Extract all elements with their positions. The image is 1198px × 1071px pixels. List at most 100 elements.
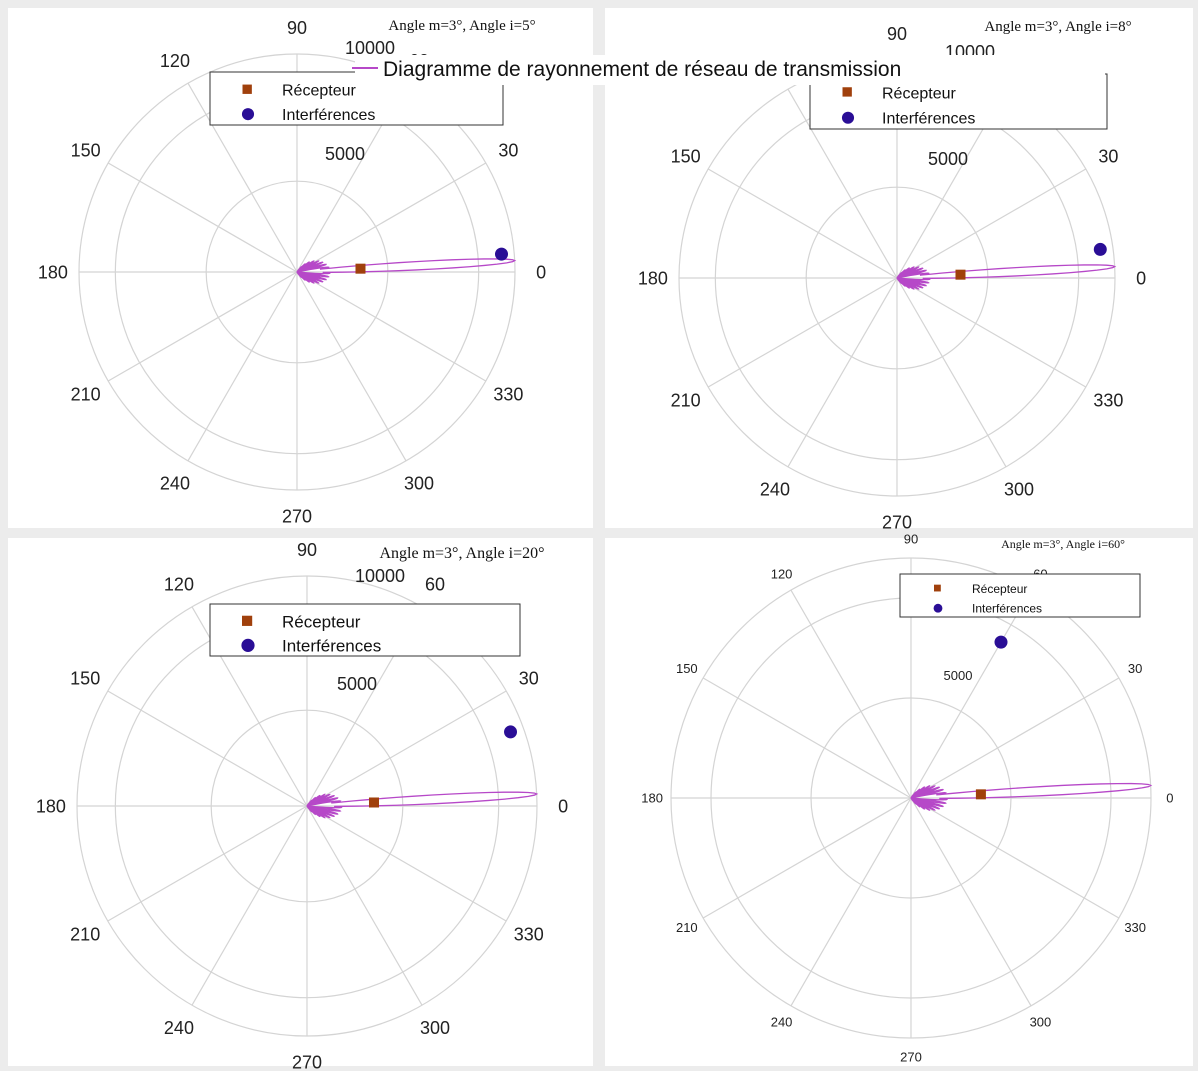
legend[interactable]: Récepteur Interférences (899, 573, 1141, 618)
chart-title: Angle m=3°, Angle i=60° (1001, 537, 1125, 551)
angle-tick-label: 150 (671, 146, 701, 166)
angular-gridline (296, 271, 487, 382)
angle-tick-label: 30 (1098, 146, 1118, 166)
angular-gridline (910, 677, 1120, 799)
angle-tick-label: 120 (160, 51, 190, 71)
angular-gridline (707, 168, 898, 279)
interference-marker (495, 247, 509, 261)
radial-tick-label: 5000 (928, 149, 968, 169)
legend-label: Interférences (882, 110, 975, 127)
legend-interference-icon (241, 108, 255, 121)
legend-label: Récepteur (882, 85, 956, 102)
angle-tick-label: 330 (1093, 390, 1123, 410)
angular-gridline (107, 162, 298, 273)
angle-tick-label: 300 (404, 474, 434, 494)
angle-tick-label: 210 (676, 920, 698, 935)
polar-chart-2: Angle m=3°, Angle i=8° 03060901201501802… (638, 19, 1146, 532)
angular-gridline (790, 797, 912, 1007)
legend-receiver-icon (242, 84, 252, 94)
radial-tick-label: 10000 (355, 566, 405, 586)
angular-gridline (896, 168, 1087, 279)
angular-gridline (702, 797, 912, 919)
angle-tick-label: 30 (1128, 661, 1142, 676)
angular-gridline (107, 805, 308, 922)
receiver-marker (368, 797, 379, 808)
angle-tick-label: 330 (493, 384, 523, 404)
radial-tick-label: 10000 (345, 38, 395, 58)
radial-tick-label: 5000 (944, 668, 973, 683)
receiver-marker (955, 269, 966, 280)
angular-gridline (187, 82, 298, 273)
pattern-legend[interactable]: Diagramme de rayonnement de réseau de tr… (352, 55, 1105, 85)
radiation-pattern (910, 782, 1153, 812)
pattern-curve (896, 264, 1117, 290)
legend-label: Interférences (282, 107, 375, 124)
angle-tick-label: 30 (519, 668, 539, 688)
legend-label: Interférences (972, 601, 1042, 615)
polar-chart-1: Angle m=3°, Angle i=5° 03060901201501802… (38, 18, 546, 526)
angle-tick-label: 120 (771, 566, 793, 581)
angular-gridline (191, 805, 308, 1006)
angle-tick-label: 180 (641, 791, 663, 806)
pattern-legend-label: Diagramme de rayonnement de réseau de tr… (383, 58, 901, 81)
pattern-legend-box (355, 55, 1105, 85)
angular-gridline (910, 797, 1120, 919)
angle-tick-label: 90 (904, 532, 918, 547)
angle-tick-label: 240 (160, 474, 190, 494)
markers (368, 725, 518, 808)
interference-marker (994, 635, 1008, 649)
angular-gridline (910, 589, 1032, 799)
legend-box (209, 603, 521, 657)
polar-chart-3: Angle m=3°, Angle i=20° 0 30 60 90 120 150 180… (36, 540, 568, 1071)
angle-tick-label: 270 (282, 506, 312, 526)
angle-tick-label: 330 (514, 924, 544, 944)
legend-receiver-icon (842, 87, 852, 97)
angular-gridline (790, 589, 912, 799)
radiation-pattern (896, 264, 1117, 290)
angle-tick-label: 150 (71, 140, 101, 160)
radiation-pattern (306, 791, 539, 819)
angular-gridline (896, 277, 1007, 468)
angle-tick-label: 300 (420, 1018, 450, 1038)
angle-tick-label: 0 (1136, 268, 1146, 288)
angular-gridline (787, 88, 898, 279)
pattern-curve (296, 258, 517, 284)
angle-tick-label: 270 (900, 1049, 922, 1064)
chart-title: Angle m=3°, Angle i=20° (379, 545, 544, 562)
angle-tick-label: 210 (70, 924, 100, 944)
angle-tick-label: 240 (760, 480, 790, 500)
angular-gridline (910, 797, 1032, 1007)
angle-tick-label: 240 (771, 1015, 793, 1030)
pattern-curve (306, 791, 539, 819)
legend-label: Récepteur (282, 83, 356, 100)
angle-tick-label: 300 (1004, 480, 1034, 500)
markers (975, 635, 1008, 800)
angle-tick-label: 270 (882, 512, 912, 532)
legend-receiver-icon (934, 584, 941, 592)
legend-label: Récepteur (282, 613, 361, 632)
radial-tick-label: 5000 (325, 144, 365, 164)
angle-tick-label: 210 (71, 384, 101, 404)
pattern-curve (910, 782, 1153, 812)
angular-gridline (896, 277, 1087, 388)
angle-tick-label: 0 (558, 796, 568, 816)
receiver-marker (975, 789, 986, 800)
angle-tick-label: 90 (887, 24, 907, 44)
radial-tick-label: 5000 (337, 674, 377, 694)
angular-gridline (296, 162, 487, 273)
radiation-pattern (296, 258, 517, 284)
angle-tick-label: 30 (498, 140, 518, 160)
angular-gridline (306, 805, 507, 922)
legend-interference-icon (241, 638, 255, 652)
chart-title: Angle m=3°, Angle i=8° (984, 19, 1131, 35)
chart-title: Angle m=3°, Angle i=5° (388, 18, 535, 34)
angle-tick-label: 0 (1166, 791, 1173, 806)
angle-tick-label: 180 (638, 268, 668, 288)
angle-tick-label: 150 (70, 668, 100, 688)
legend[interactable]: Récepteur Interférences (209, 603, 521, 657)
angle-tick-label: 90 (297, 540, 317, 560)
interference-marker (504, 725, 518, 739)
